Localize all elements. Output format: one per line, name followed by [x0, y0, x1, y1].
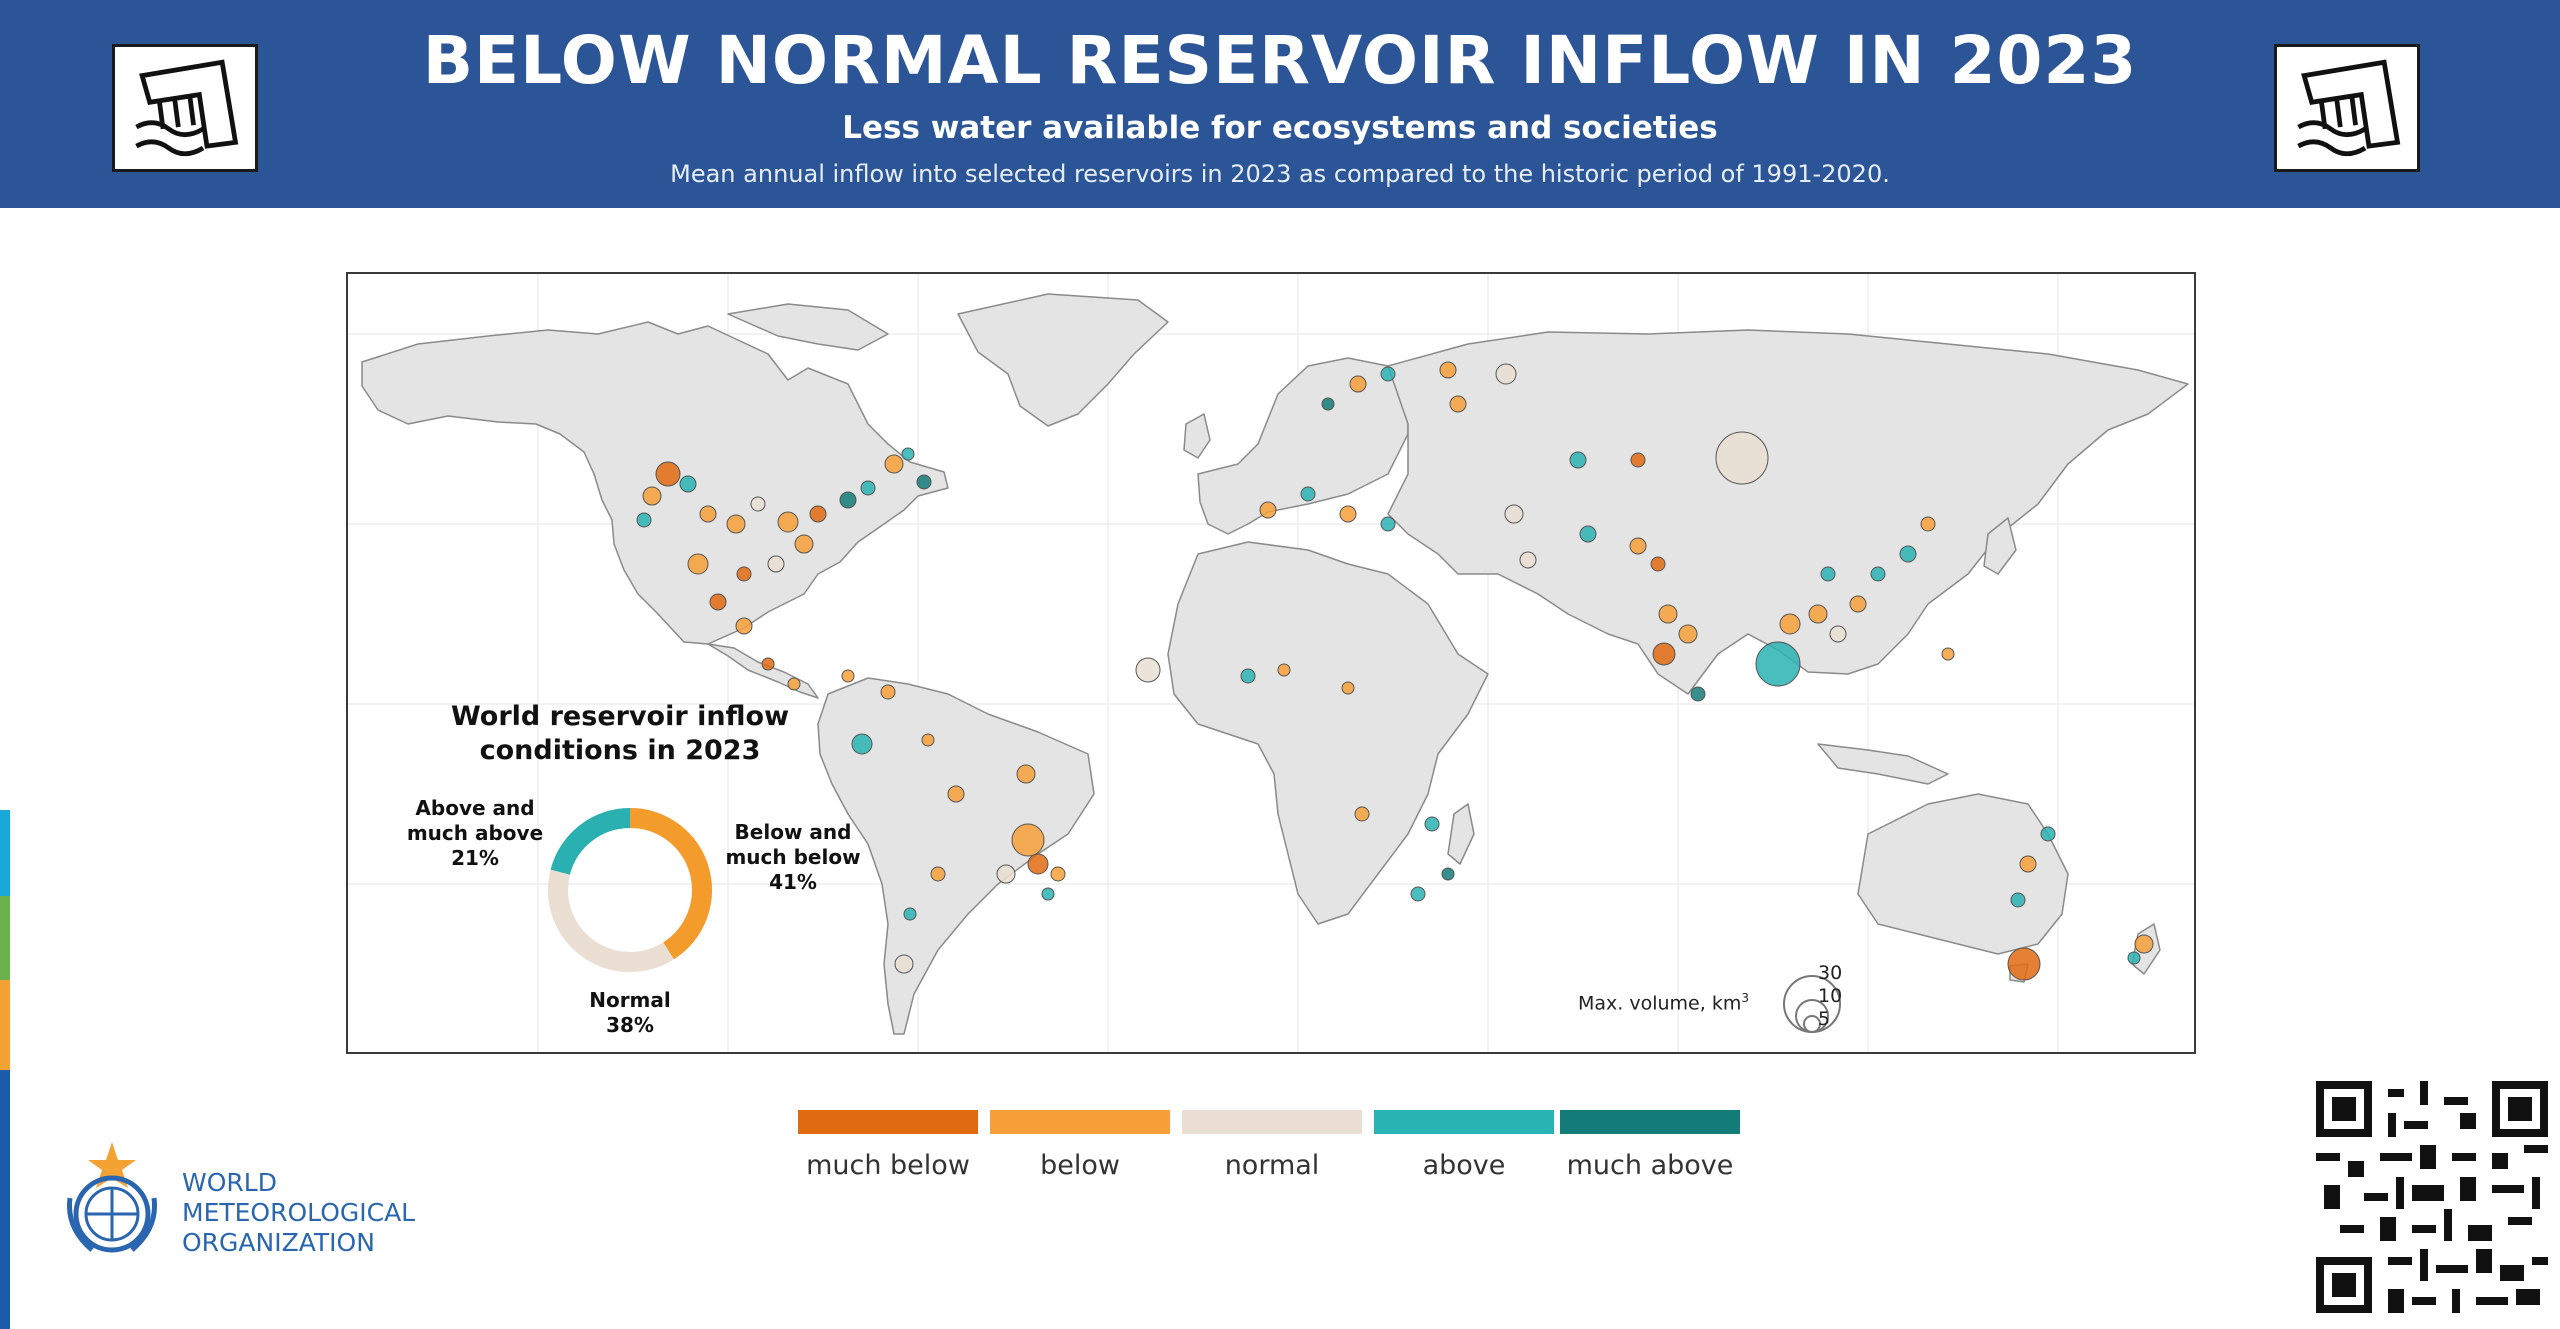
- legend-item-much-above: much above: [1560, 1110, 1740, 1181]
- world-map: [346, 272, 2196, 1054]
- donut-segment-0: [629, 808, 712, 960]
- page-caption: Mean annual inflow into selected reservo…: [670, 160, 1890, 188]
- africa: [1167, 541, 1489, 925]
- arctic-islands: [727, 303, 889, 351]
- donut-chart: [548, 808, 712, 972]
- donut-label-below-line2: much below: [725, 845, 861, 869]
- reservoir-dam-icon: [2274, 44, 2420, 172]
- donut-label-normal-percent: 38%: [606, 1013, 654, 1037]
- land: [361, 293, 2189, 1035]
- organization-name-line2: METEOROLOGICAL: [182, 1198, 416, 1227]
- donut-label-above-line2: much above: [406, 821, 544, 845]
- category-legend: much below below normal above much above: [798, 1110, 1748, 1181]
- legend-swatch: [1374, 1110, 1554, 1134]
- britain: [1183, 413, 1211, 459]
- donut-label-normal: Normal 38%: [560, 988, 700, 1038]
- donut-label-below-line1: Below and: [734, 820, 852, 844]
- size-circle-5: [1803, 1015, 1821, 1033]
- legend-label: below: [1040, 1150, 1120, 1181]
- side-accent-bar: [0, 896, 10, 980]
- size-legend-unit-exponent: 3: [1741, 991, 1749, 1005]
- reservoir-dam-icon: [112, 44, 258, 172]
- qr-code-icon[interactable]: [2316, 1075, 2548, 1319]
- reservoir-markers: [636, 361, 2154, 981]
- greenland: [957, 293, 1169, 427]
- australia: [1857, 793, 2069, 955]
- legend-swatch: [798, 1110, 978, 1134]
- size-legend-text: Max. volume, km: [1578, 992, 1742, 1015]
- donut-label-above-line1: Above and: [415, 796, 535, 820]
- organization-name-line3: ORGANIZATION: [182, 1228, 375, 1257]
- legend-swatch: [1560, 1110, 1740, 1134]
- world-map-canvas: [348, 274, 2194, 1052]
- north-america-landmass: [361, 321, 949, 645]
- legend-item-normal: normal: [1182, 1110, 1362, 1181]
- legend-label: above: [1422, 1150, 1506, 1181]
- page-subtitle: Less water available for ecosystems and …: [842, 110, 1718, 146]
- asia: [1387, 329, 2189, 695]
- japan: [1983, 517, 2017, 575]
- donut-title-line2: conditions in 2023: [479, 735, 761, 766]
- legend-item-below: below: [990, 1110, 1170, 1181]
- wmo-emblem-icon: [66, 1142, 158, 1253]
- legend-swatch: [1182, 1110, 1362, 1134]
- page-title: BELOW NORMAL RESERVOIR INFLOW IN 2023: [422, 22, 2138, 99]
- legend-label: much below: [806, 1150, 970, 1181]
- donut-segment-1: [548, 869, 674, 972]
- southeast-asia-islands: [1817, 743, 1949, 785]
- organization-name-line1: WORLD: [182, 1168, 277, 1197]
- organization-name: WORLD METEOROLOGICAL ORGANIZATION: [182, 1168, 415, 1258]
- legend-item-above: above: [1374, 1110, 1554, 1181]
- side-accent-bar: [0, 1070, 10, 1329]
- central-america: [707, 643, 819, 699]
- donut-label-above-percent: 21%: [451, 846, 499, 870]
- donut-label-normal-line1: Normal: [589, 988, 671, 1012]
- donut-title-line1: World reservoir inflow: [450, 701, 790, 732]
- donut-segment-2: [550, 808, 631, 875]
- donut-label-above: Above and much above 21%: [390, 796, 560, 871]
- side-accent-bar: [0, 810, 10, 896]
- header-banner: BELOW NORMAL RESERVOIR INFLOW IN 2023 Le…: [0, 0, 2560, 208]
- size-value-5: 5: [1818, 1008, 1831, 1030]
- europe: [1197, 357, 1409, 535]
- legend-swatch: [990, 1110, 1170, 1134]
- size-legend-circles: [1783, 975, 1841, 1033]
- legend-label: normal: [1224, 1150, 1320, 1181]
- size-legend-label: Max. volume, km3: [1578, 991, 1749, 1014]
- legend-label: much above: [1566, 1150, 1734, 1181]
- size-value-30: 30: [1818, 962, 1843, 984]
- donut-label-below-percent: 41%: [769, 870, 817, 894]
- donut-label-below: Below and much below 41%: [708, 820, 878, 895]
- madagascar: [1447, 803, 1475, 865]
- side-accent-bar: [0, 980, 10, 1070]
- size-value-10: 10: [1818, 985, 1843, 1007]
- donut-title: World reservoir inflow conditions in 202…: [430, 700, 810, 768]
- donut-segments: [548, 808, 712, 972]
- legend-item-much-below: much below: [798, 1110, 978, 1181]
